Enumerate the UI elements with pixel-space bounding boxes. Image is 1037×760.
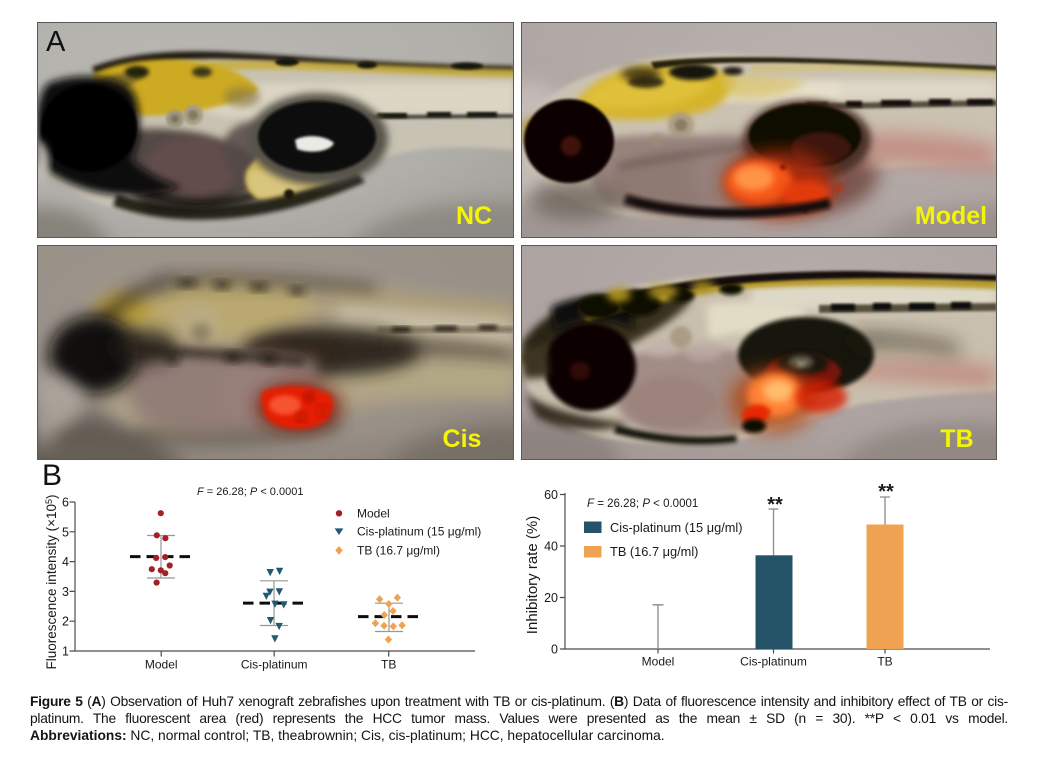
svg-text:Cis-platinum (15 μg/ml): Cis-platinum (15 μg/ml) xyxy=(610,520,743,535)
svg-text:Model: Model xyxy=(915,202,987,230)
svg-text:Model: Model xyxy=(357,507,390,521)
svg-text:TB: TB xyxy=(877,655,892,669)
svg-text:F = 26.28; P < 0.0001: F = 26.28; P < 0.0001 xyxy=(197,486,303,498)
svg-text:**: ** xyxy=(878,481,894,503)
svg-text:Model: Model xyxy=(642,655,675,669)
svg-text:5: 5 xyxy=(62,525,69,539)
svg-text:Cis: Cis xyxy=(443,425,482,453)
svg-text:Cis-platinum: Cis-platinum xyxy=(241,658,308,672)
svg-text:Fluorescence intensity (×105): Fluorescence intensity (×105) xyxy=(44,495,59,670)
svg-text:20: 20 xyxy=(544,591,558,605)
svg-text:Inhibitory rate (%): Inhibitory rate (%) xyxy=(524,516,541,634)
svg-text:3: 3 xyxy=(62,585,69,599)
svg-text:6: 6 xyxy=(62,496,69,510)
svg-text:TB (16.7 μg/ml): TB (16.7 μg/ml) xyxy=(357,544,440,558)
svg-text:60: 60 xyxy=(544,488,558,502)
svg-text:Cis-platinum (15 μg/ml): Cis-platinum (15 μg/ml) xyxy=(357,525,481,539)
svg-text:F = 26.28; P < 0.0001: F = 26.28; P < 0.0001 xyxy=(587,498,698,510)
svg-text:2: 2 xyxy=(62,615,69,629)
svg-text:**: ** xyxy=(767,494,783,516)
svg-text:4: 4 xyxy=(62,555,69,569)
svg-text:TB: TB xyxy=(940,425,973,453)
svg-text:TB (16.7 μg/ml): TB (16.7 μg/ml) xyxy=(610,544,698,559)
svg-text:Cis-platinum: Cis-platinum xyxy=(740,655,807,669)
svg-text:0: 0 xyxy=(551,643,558,657)
svg-text:Model: Model xyxy=(145,658,178,672)
svg-text:1: 1 xyxy=(62,645,69,659)
svg-text:NC: NC xyxy=(456,202,492,230)
svg-text:TB: TB xyxy=(381,658,396,672)
svg-text:40: 40 xyxy=(544,540,558,554)
